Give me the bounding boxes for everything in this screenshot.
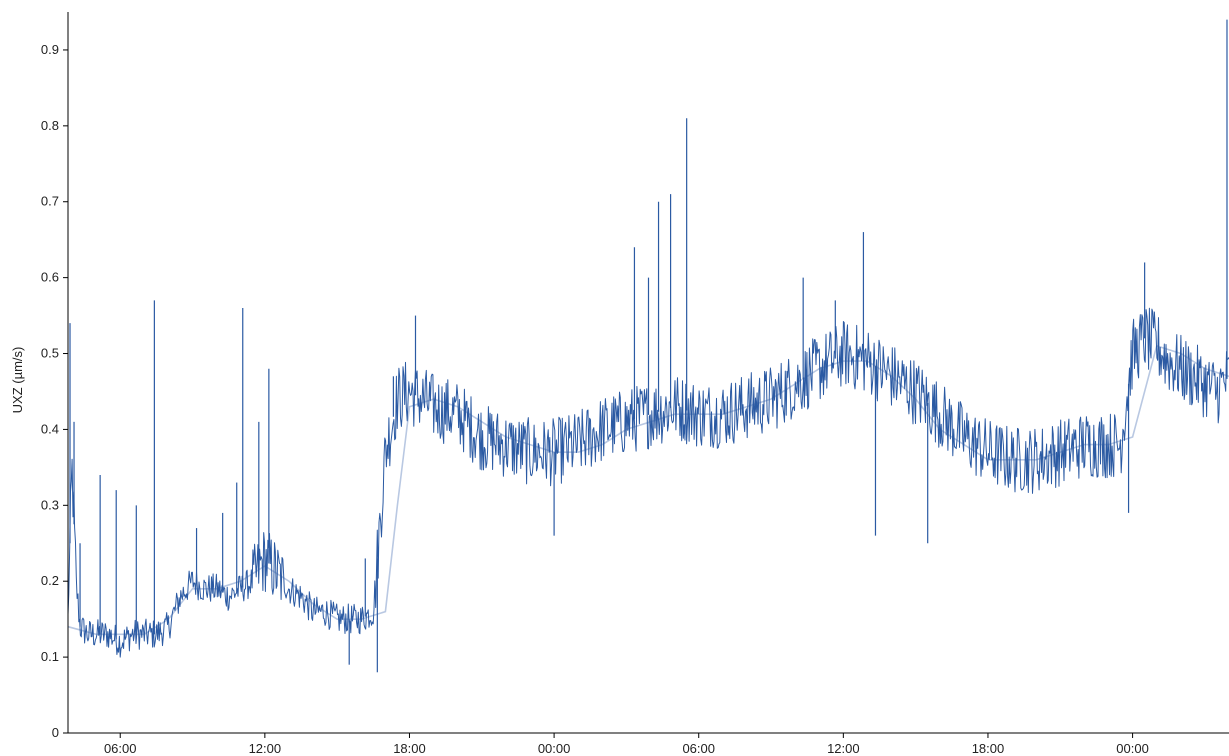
raw-series-layer bbox=[67, 19, 1229, 673]
y-tick-label: 0.5 bbox=[41, 346, 59, 361]
y-tick-label: 0.6 bbox=[41, 270, 59, 285]
y-tick-label: 0.9 bbox=[41, 42, 59, 57]
x-axis-ticks: 06:00 12:00 18:00 00:00 06:00 12:00 18:00 00:00 bbox=[104, 733, 1149, 756]
x-tick-label: 06:00 bbox=[104, 741, 137, 756]
x-tick-label: 00:00 bbox=[1116, 741, 1149, 756]
x-tick-label: 18:00 bbox=[393, 741, 426, 756]
y-tick-label: 0.7 bbox=[41, 194, 59, 209]
y-tick-label: 0 bbox=[52, 725, 59, 740]
x-tick-label: 12:00 bbox=[249, 741, 282, 756]
x-tick-label: 06:00 bbox=[682, 741, 715, 756]
y-tick-label: 0.4 bbox=[41, 421, 59, 436]
x-tick-label: 12:00 bbox=[827, 741, 860, 756]
y-tick-label: 0.2 bbox=[41, 573, 59, 588]
y-axis-title: UXZ (µm/s) bbox=[10, 347, 25, 414]
y-tick-label: 0.3 bbox=[41, 497, 59, 512]
raw-series-line bbox=[67, 307, 1229, 658]
y-axis-ticks: 0 0.1 0.2 0.3 0.4 0.5 0.6 0.7 0.8 0.9 bbox=[41, 42, 68, 740]
y-tick-label: 0.8 bbox=[41, 118, 59, 133]
plot-area bbox=[67, 19, 1229, 673]
x-tick-label: 00:00 bbox=[538, 741, 571, 756]
y-tick-label: 0.1 bbox=[41, 649, 59, 664]
x-tick-label: 18:00 bbox=[972, 741, 1005, 756]
